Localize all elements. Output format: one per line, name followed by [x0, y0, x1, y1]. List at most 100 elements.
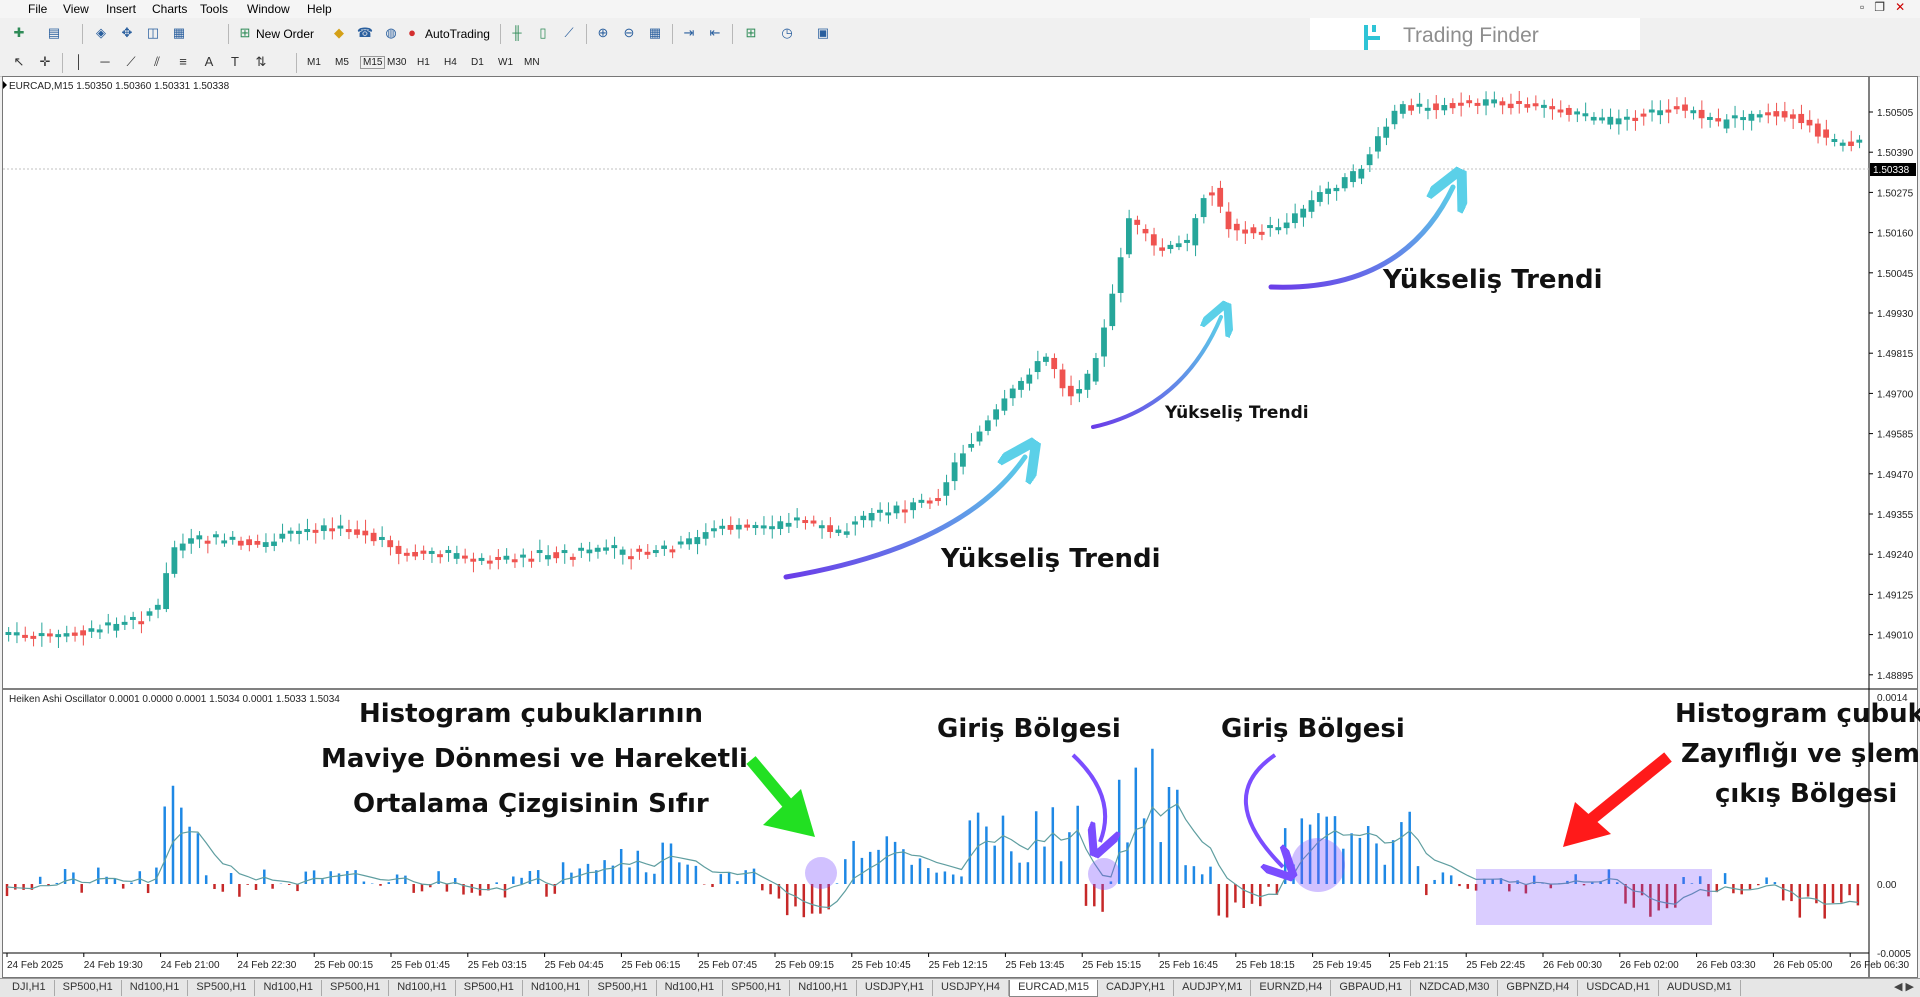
candle	[1018, 380, 1024, 390]
chart-tab[interactable]: Nd100,H1	[790, 980, 857, 996]
candle	[943, 482, 950, 496]
chart-shift-icon[interactable]: ⇤	[709, 25, 721, 40]
chart-tab[interactable]: GBPNZD,H4	[1498, 980, 1579, 996]
vertical-line-icon[interactable]: │	[74, 54, 84, 69]
chart-tab[interactable]: SP500,H1	[188, 980, 256, 996]
candle	[370, 532, 377, 542]
chart-tab[interactable]: Nd100,H1	[657, 980, 724, 996]
candle	[1150, 234, 1157, 246]
horizontal-line-icon[interactable]: ─	[100, 54, 110, 69]
profiles-icon[interactable]: ▤	[47, 25, 61, 40]
tf-h4[interactable]: H4	[444, 57, 457, 68]
price-chart[interactable]: EURCAD,M15 1.50350 1.50360 1.50331 1.503…	[3, 77, 1917, 977]
menu-charts[interactable]: Charts	[152, 2, 188, 16]
candle	[1790, 114, 1796, 119]
label-icon[interactable]: T	[231, 54, 239, 69]
minimize-icon[interactable]: ▫	[1860, 0, 1865, 14]
candle	[744, 524, 750, 528]
candle	[785, 522, 792, 527]
chart-tab[interactable]: USDJPY,H4	[933, 980, 1010, 996]
candle	[1673, 106, 1680, 110]
tf-h1[interactable]: H1	[417, 57, 430, 68]
candle	[1723, 119, 1730, 129]
bar-chart-icon[interactable]: ╫	[512, 25, 522, 40]
terminal-icon[interactable]: ▦	[172, 25, 186, 40]
candle	[1756, 114, 1763, 118]
candle	[794, 517, 800, 521]
chart-tab[interactable]: NZDCAD,M30	[1411, 980, 1499, 996]
autoscroll-icon[interactable]: ⇥	[683, 25, 695, 40]
candle	[951, 462, 958, 482]
chart-tab[interactable]: USDCAD,H1	[1578, 980, 1659, 996]
menu-file[interactable]: File	[28, 2, 48, 16]
candlestick-icon[interactable]: ▯	[539, 25, 547, 40]
autotrading-button[interactable]: AutoTrading	[425, 27, 490, 41]
chart-tab[interactable]: SP500,H1	[55, 980, 122, 996]
new-order-button[interactable]: New Order	[256, 27, 315, 41]
chart-tab[interactable]: AUDUSD,M1	[1659, 980, 1741, 996]
candle	[1391, 110, 1398, 125]
channel-icon[interactable]: ⫽	[154, 54, 160, 69]
menu-window[interactable]: Window	[247, 2, 290, 16]
candle	[727, 525, 734, 530]
chart-tab[interactable]: AUDJPY,M1	[1174, 980, 1252, 996]
crosshair-icon[interactable]: ✛	[39, 54, 51, 69]
chart-tab[interactable]: SP500,H1	[589, 980, 657, 996]
tf-mn[interactable]: MN	[524, 57, 540, 68]
autotrading-icon[interactable]: ●	[408, 25, 416, 40]
chart-tab[interactable]: SP500,H1	[723, 980, 791, 996]
chart-tab[interactable]: EURNZD,H4	[1251, 980, 1332, 996]
chart-tab[interactable]: EURCAD,M15	[1009, 980, 1098, 997]
candle	[1333, 187, 1340, 192]
text-icon[interactable]: A	[204, 54, 214, 69]
chart-tab[interactable]: SP500,H1	[456, 980, 523, 996]
menu-help[interactable]: Help	[307, 2, 332, 16]
chart-tab[interactable]: Nd100,H1	[389, 980, 456, 996]
tf-m30[interactable]: M30	[387, 57, 407, 68]
tile-windows-icon[interactable]: ▦	[648, 25, 662, 40]
drawing-toolbar: ↖ ✛ │ ─ ⟋ ⫽ ≡ A T ⇅ M1 M5 M15 M30 H1 H4 …	[0, 50, 1920, 77]
chart-tab[interactable]: SP500,H1	[322, 980, 390, 996]
data-window-icon[interactable]: ✥	[121, 25, 133, 40]
fibonacci-icon[interactable]: ≡	[179, 54, 187, 69]
arrows-icon[interactable]: ⇅	[255, 54, 267, 69]
chart-tab[interactable]: GBPAUD,H1	[1331, 980, 1412, 996]
chart-tab[interactable]: Nd100,H1	[122, 980, 189, 996]
tf-m15[interactable]: M15	[360, 56, 386, 69]
candle	[1092, 358, 1099, 382]
new-order-icon[interactable]: ⊞	[239, 25, 251, 40]
tf-w1[interactable]: W1	[498, 57, 513, 68]
line-chart-icon[interactable]: ⟋	[564, 25, 574, 40]
tf-d1[interactable]: D1	[471, 57, 484, 68]
metaeditor-icon[interactable]: ◆	[334, 25, 344, 40]
restore-icon[interactable]: ❐	[1874, 0, 1886, 14]
menu-view[interactable]: View	[63, 2, 89, 16]
signals-icon[interactable]: ☎	[356, 25, 374, 40]
menu-insert[interactable]: Insert	[106, 2, 137, 16]
chart-tab[interactable]: USDJPY,H1	[857, 980, 933, 996]
chart-tab[interactable]: Nd100,H1	[255, 980, 323, 996]
tf-m1[interactable]: M1	[307, 57, 321, 68]
globe-icon[interactable]: ◍	[385, 25, 397, 40]
market-watch-icon[interactable]: ◈	[96, 25, 106, 40]
candle	[1781, 111, 1788, 118]
chart-window[interactable]: EURCAD,M15 1.50350 1.50360 1.50331 1.503…	[2, 76, 1920, 978]
navigator-icon[interactable]: ◫	[146, 25, 160, 40]
templates-icon[interactable]: ▣	[816, 25, 830, 40]
zoom-out-icon[interactable]: ⊖	[623, 25, 635, 40]
new-chart-icon[interactable]: ✚	[13, 25, 25, 40]
tab-scroll-arrows-icon[interactable]: ◀ ▶	[1894, 981, 1914, 993]
close-icon[interactable]: ✕	[1895, 0, 1906, 14]
chart-tab[interactable]: CADJPY,H1	[1098, 980, 1175, 996]
periods-icon[interactable]: ◷	[781, 25, 793, 40]
tf-m5[interactable]: M5	[335, 57, 349, 68]
chart-tab[interactable]: Nd100,H1	[523, 980, 590, 996]
indicators-icon[interactable]: ⊞	[745, 25, 757, 40]
menu-tools[interactable]: Tools	[200, 2, 229, 16]
chart-tab[interactable]: DJI,H1	[4, 980, 55, 996]
candle	[254, 540, 261, 545]
green-arrow-head	[763, 789, 815, 837]
zoom-in-icon[interactable]: ⊕	[597, 25, 609, 40]
cursor-icon[interactable]: ↖	[13, 54, 25, 69]
trendline-icon[interactable]: ⟋	[126, 54, 136, 69]
